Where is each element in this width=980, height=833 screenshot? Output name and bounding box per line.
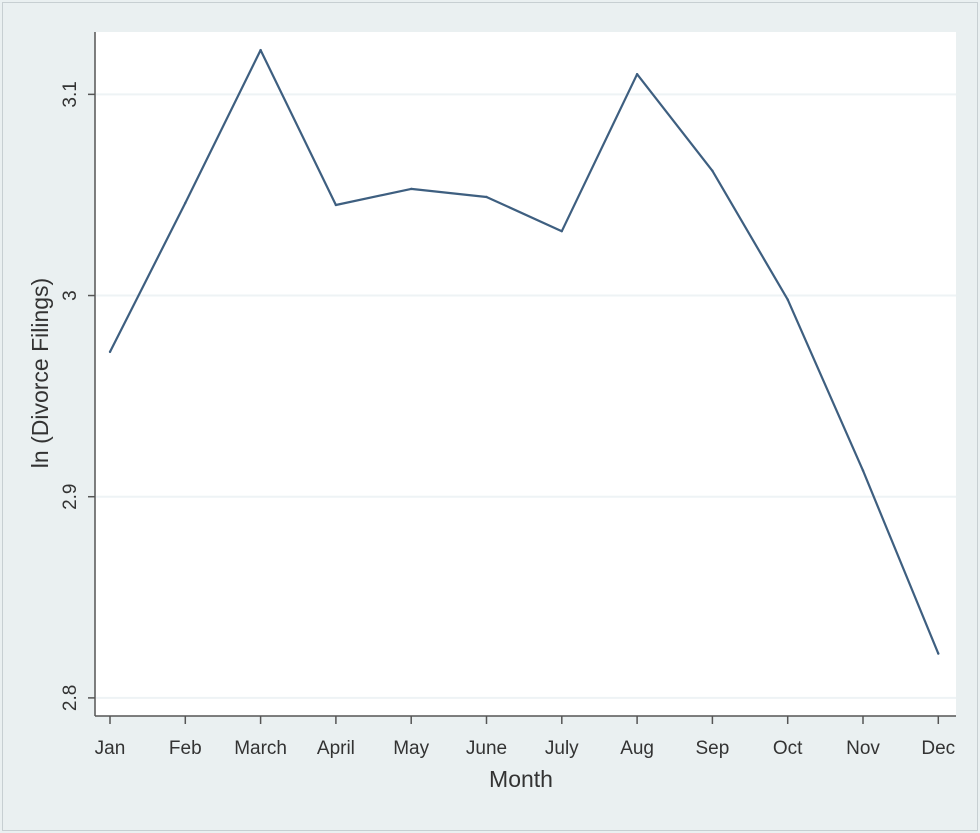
data-point — [786, 298, 789, 301]
x-tick-label: Dec — [921, 738, 955, 759]
x-tick-label: March — [234, 738, 287, 759]
data-point — [560, 229, 563, 233]
plot-area — [95, 32, 956, 716]
x-tick-label: Oct — [773, 738, 803, 759]
data-point — [485, 195, 488, 199]
data-point — [861, 469, 865, 472]
data-point — [711, 169, 714, 173]
x-tick-label: Sep — [695, 738, 729, 759]
y-axis-title: ln (Divorce Filings) — [27, 278, 53, 468]
x-tick-label: Feb — [169, 738, 202, 759]
y-tick-label: 2.9 — [60, 484, 81, 510]
x-tick-label: Nov — [846, 738, 880, 759]
x-axis-title: Month — [489, 766, 553, 792]
data-point — [259, 48, 262, 52]
y-tick-label: 2.8 — [60, 685, 81, 711]
data-point — [108, 350, 112, 354]
y-axis-ticks: 2.8 2.9 3 3.1 — [60, 81, 95, 711]
x-axis-ticks: Jan Feb March April May June July Aug Sep Oct Nov D… — [95, 716, 955, 759]
x-tick-label: June — [466, 738, 507, 759]
y-tick-label: 3.1 — [60, 81, 81, 107]
data-point — [334, 203, 338, 207]
data-point — [410, 187, 413, 191]
grid-lines — [96, 93, 956, 699]
x-tick-label: Jan — [95, 738, 126, 759]
y-tick-label: 3 — [60, 290, 81, 301]
series-points — [108, 48, 940, 655]
x-tick-label: July — [545, 738, 579, 759]
x-tick-label: May — [393, 738, 429, 759]
data-point — [635, 73, 639, 76]
series-line — [109, 49, 940, 655]
data-point — [184, 201, 187, 205]
x-tick-label: Aug — [620, 738, 654, 759]
data-point — [937, 652, 940, 655]
x-tick-label: April — [317, 738, 355, 759]
